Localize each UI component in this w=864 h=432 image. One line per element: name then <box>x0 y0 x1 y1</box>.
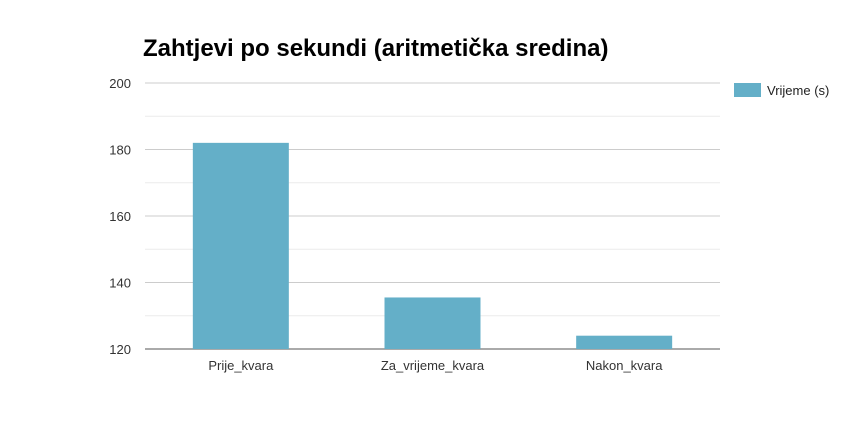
bar-nakon-kvara <box>576 335 673 349</box>
bars <box>192 142 673 349</box>
y-tick-label: 140 <box>109 276 131 291</box>
y-tick-label: 120 <box>109 342 131 357</box>
bar-prije-kvara <box>192 142 289 349</box>
x-tick-label: Za_vrijeme_kvara <box>381 358 485 373</box>
y-axis: 120 140 160 180 200 <box>109 76 131 357</box>
y-tick-label: 200 <box>109 76 131 91</box>
legend: Vrijeme (s) <box>734 83 829 98</box>
x-tick-label: Prije_kvara <box>208 358 274 373</box>
x-axis: Prije_kvara Za_vrijeme_kvara Nakon_kvara <box>208 358 663 373</box>
chart-title: Zahtjevi po sekundi (aritmetička sredina… <box>143 35 608 62</box>
legend-label: Vrijeme (s) <box>767 83 829 98</box>
y-tick-label: 160 <box>109 209 131 224</box>
x-tick-label: Nakon_kvara <box>586 358 663 373</box>
y-tick-label: 180 <box>109 143 131 158</box>
bar-za-vrijeme-kvara <box>384 297 481 349</box>
legend-swatch <box>734 83 761 97</box>
